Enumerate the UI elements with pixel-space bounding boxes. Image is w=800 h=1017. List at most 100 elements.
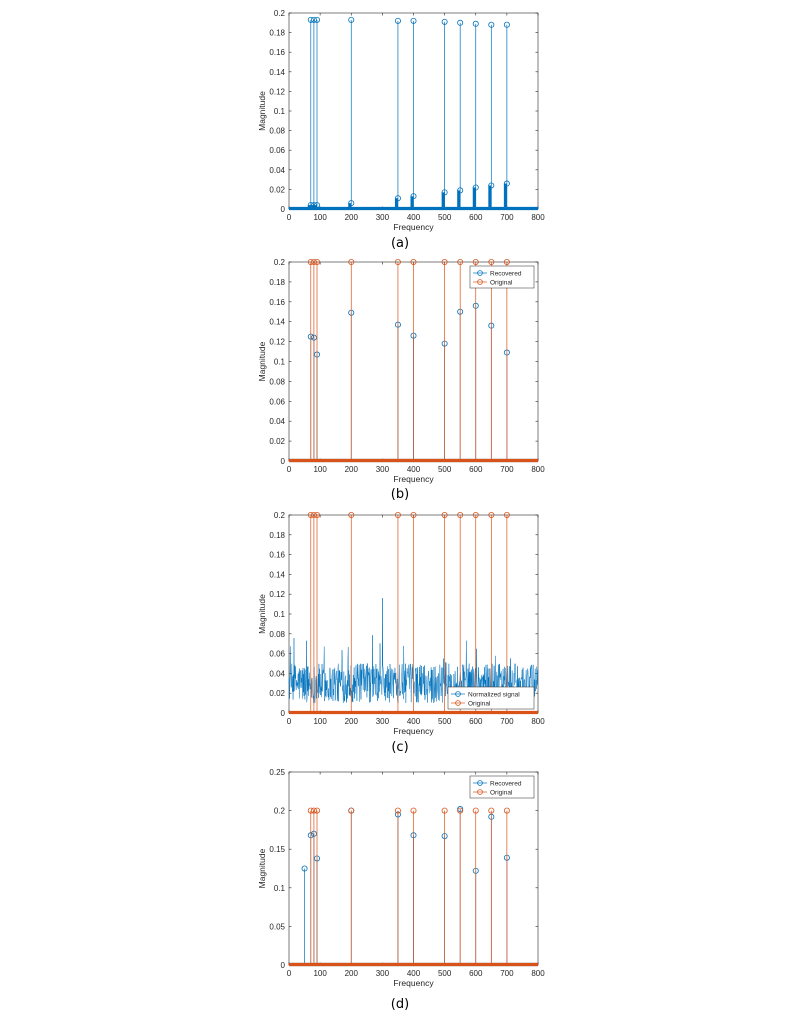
y-tick-label: 0.02 — [269, 689, 285, 698]
panel-caption-a: (a) — [390, 236, 410, 251]
x-tick-label: 800 — [531, 213, 545, 222]
x-tick-label: 0 — [287, 969, 292, 978]
series-marker — [307, 16, 314, 23]
x-axis-label: Frequency — [393, 978, 434, 988]
recovered-marker — [301, 865, 308, 872]
y-tick-label: 0.05 — [269, 922, 285, 931]
leakage-marker — [394, 195, 401, 202]
legend-label: Original — [490, 790, 513, 797]
y-tick-label: 0.2 — [274, 258, 286, 267]
y-axis-label: Magnitude — [257, 594, 267, 634]
original-marker — [348, 807, 355, 814]
original-marker — [457, 259, 464, 265]
x-axis-label: Frequency — [393, 726, 434, 736]
x-tick-label: 0 — [287, 717, 292, 726]
original-marker — [457, 512, 464, 518]
original-marker — [410, 512, 417, 518]
original-marker — [441, 512, 448, 518]
original-marker — [348, 512, 355, 518]
y-tick-label: 0.06 — [269, 397, 285, 406]
leakage-marker — [314, 202, 321, 209]
y-tick-label: 0.2 — [274, 9, 286, 18]
original-marker — [410, 259, 417, 265]
y-axis-label: Magnitude — [257, 91, 267, 131]
y-tick-label: 0.14 — [269, 318, 285, 327]
y-tick-label: 0 — [281, 709, 286, 718]
original-marker — [307, 512, 314, 518]
legend: Recovered Original — [469, 775, 535, 799]
series-marker — [472, 20, 479, 27]
x-tick-label: 200 — [345, 717, 359, 726]
y-tick-label: 0.2 — [274, 511, 286, 520]
y-tick-label: 0 — [281, 457, 286, 466]
panel-caption-d: (d) — [390, 997, 410, 1012]
x-tick-label: 800 — [531, 969, 545, 978]
x-tick-label: 700 — [500, 969, 514, 978]
y-tick-label: 0 — [281, 205, 286, 214]
original-marker — [307, 259, 314, 265]
original-marker — [410, 807, 417, 814]
chart-panel-c: 0 100 200 300 400 500 600 700 800 0 0.02 0.04 0.06 0.… — [257, 511, 545, 736]
x-tick-label: 100 — [313, 465, 327, 474]
legend-label: Original — [468, 701, 491, 708]
y-tick-label: 0.14 — [269, 68, 285, 77]
original-marker — [441, 259, 448, 265]
series-marker — [310, 16, 317, 23]
legend: Normalized signal Original — [447, 686, 535, 710]
original-marker — [310, 512, 317, 518]
y-tick-label: 0.08 — [269, 630, 285, 639]
x-tick-label: 100 — [313, 969, 327, 978]
leakage-marker — [503, 180, 510, 187]
y-tick-label: 0.08 — [269, 127, 285, 136]
original-marker — [441, 807, 448, 814]
x-tick-label: 0 — [287, 213, 292, 222]
x-tick-label: 0 — [287, 465, 292, 474]
y-tick-label: 0.16 — [269, 551, 285, 560]
x-tick-label: 400 — [407, 465, 421, 474]
series-marker — [314, 16, 321, 23]
legend-swatch-marker — [477, 270, 483, 276]
y-axis-label: Magnitude — [257, 848, 267, 888]
x-tick-label: 300 — [376, 465, 390, 474]
y-tick-label: 0.16 — [269, 298, 285, 307]
original-marker — [488, 807, 495, 814]
original-marker — [314, 807, 321, 814]
chart-panel-d: 0 100 200 300 400 500 600 700 800 0 0.05 0.1 0.15 0.2… — [257, 768, 545, 988]
legend-box — [447, 686, 535, 710]
series-marker — [441, 18, 448, 25]
series-marker — [410, 17, 417, 24]
y-tick-label: 0.14 — [269, 570, 285, 579]
original-marker — [472, 807, 479, 814]
series-marker — [394, 17, 401, 24]
x-tick-label: 400 — [407, 969, 421, 978]
original-marker — [457, 807, 464, 814]
x-tick-label: 600 — [469, 465, 483, 474]
legend-swatch-marker — [477, 279, 483, 285]
chart-panel-b: 0 100 200 300 400 500 600 700 800 0 0.02 0.04 0.06 0.… — [257, 258, 545, 484]
x-tick-label: 300 — [376, 717, 390, 726]
x-axis-label: Frequency — [393, 474, 434, 484]
leakage-marker — [410, 193, 417, 200]
x-tick-label: 700 — [500, 465, 514, 474]
legend-swatch-marker — [455, 691, 461, 697]
x-tick-label: 500 — [438, 969, 452, 978]
leakage-marker — [457, 187, 464, 194]
original-marker — [503, 259, 510, 265]
original-marker — [488, 259, 495, 265]
leakage-marker — [441, 189, 448, 196]
y-tick-label: 0.25 — [269, 768, 285, 777]
y-tick-label: 0.04 — [269, 166, 285, 175]
y-tick-label: 0.1 — [274, 107, 286, 116]
original-marker — [503, 807, 510, 814]
chart-panel-a: 0 100 200 300 400 500 600 700 800 0 0.02 0.04 0.06 0.… — [257, 9, 545, 232]
y-tick-label: 0.08 — [269, 377, 285, 386]
y-tick-label: 0.18 — [269, 278, 285, 287]
legend-label: Recovered — [490, 271, 522, 278]
y-tick-label: 0.02 — [269, 437, 285, 446]
legend-swatch-marker — [477, 780, 483, 786]
x-tick-label: 600 — [469, 213, 483, 222]
y-tick-label: 0.02 — [269, 185, 285, 194]
x-tick-label: 700 — [500, 717, 514, 726]
x-tick-label: 600 — [469, 717, 483, 726]
original-marker — [307, 807, 314, 814]
